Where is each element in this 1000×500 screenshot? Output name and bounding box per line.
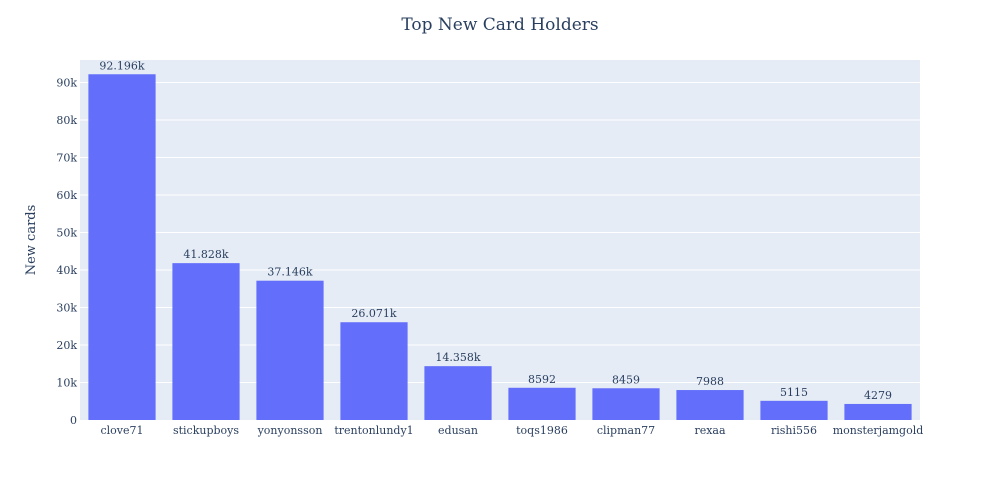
bars	[88, 74, 912, 420]
bar-stickupboys	[172, 263, 240, 420]
bar-edusan	[424, 366, 492, 420]
bar-trentonlundy1	[340, 322, 408, 420]
y-tick-label: 90k	[56, 77, 77, 90]
data-label: 5115	[780, 386, 808, 399]
y-tick-label: 60k	[56, 189, 77, 202]
data-label: 14.358k	[435, 351, 480, 364]
y-tick-label: 30k	[56, 302, 77, 315]
x-tick-label: rexaa	[694, 424, 726, 437]
y-axis-label: New cards	[24, 205, 39, 276]
data-label: 8592	[528, 373, 556, 386]
data-label: 7988	[696, 375, 724, 388]
y-tick-label: 10k	[56, 377, 77, 390]
x-tick-label: toqs1986	[516, 424, 568, 437]
x-tick-label: rishi556	[771, 424, 817, 437]
x-axis-ticks: clove71 stickupboys yonyonsson trentonlundy…	[100, 424, 923, 437]
data-label: 37.146k	[267, 266, 312, 279]
bar-monsterjamgold	[844, 403, 912, 420]
bar-toqs1986	[508, 387, 576, 420]
x-tick-label: monsterjamgold	[833, 424, 924, 437]
y-tick-label: 20k	[56, 339, 77, 352]
y-tick-label: 80k	[56, 114, 77, 127]
bar-clove71	[88, 74, 156, 420]
bar-yonyonsson	[256, 280, 324, 420]
x-tick-label: yonyonsson	[257, 424, 323, 437]
bar-rexaa	[676, 390, 744, 420]
data-label: 92.196k	[99, 59, 144, 72]
bar-clipman77	[592, 388, 660, 420]
y-axis-ticks: 0 10k 20k 30k 40k 50k 60k 70k 80k 90k	[56, 77, 77, 428]
y-tick-label: 50k	[56, 227, 77, 240]
x-tick-label: clipman77	[597, 424, 655, 437]
data-labels: 92.196k 41.828k 37.146k 26.071k 14.358k 8592 8…	[99, 59, 892, 402]
x-tick-label: trentonlundy1	[334, 424, 413, 437]
x-tick-label: stickupboys	[173, 424, 239, 437]
data-label: 8459	[612, 373, 640, 386]
data-label: 26.071k	[351, 307, 396, 320]
y-tick-label: 70k	[56, 152, 77, 165]
data-label: 4279	[864, 389, 892, 402]
data-label: 41.828k	[183, 248, 228, 261]
chart-title: Top New Card Holders	[401, 15, 598, 35]
bar-rishi556	[760, 400, 828, 420]
y-tick-label: 0	[70, 414, 77, 427]
y-tick-label: 40k	[56, 264, 77, 277]
x-tick-label: edusan	[438, 424, 478, 437]
x-tick-label: clove71	[100, 424, 143, 437]
